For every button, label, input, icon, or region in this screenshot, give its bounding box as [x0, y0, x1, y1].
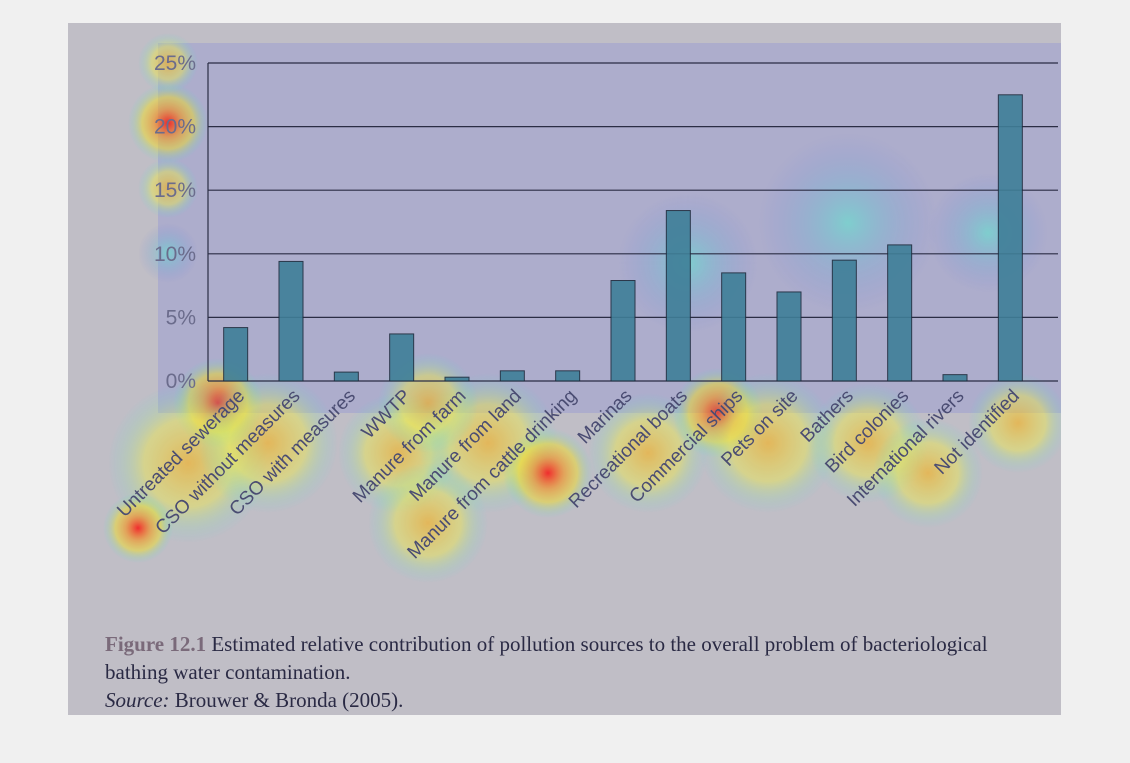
bar: [997, 94, 1023, 382]
bar: [610, 280, 636, 382]
y-tick-label: 0%: [166, 370, 196, 393]
caption-text: Estimated relative contribution of pollu…: [105, 632, 988, 684]
heatmap-blob: [138, 158, 198, 218]
heatmap-blob: [368, 463, 488, 583]
bar: [887, 244, 913, 382]
y-tick-label: 5%: [166, 306, 196, 329]
heatmap-blob: [198, 373, 338, 513]
bar: [665, 210, 691, 382]
bar: [499, 370, 525, 382]
heatmap-blob: [128, 83, 208, 163]
bar: [555, 370, 581, 382]
source-text: Brouwer & Bronda (2005).: [174, 688, 404, 712]
bar: [721, 272, 747, 382]
heatmap-blob: [928, 173, 1048, 293]
y-tick-label: 15%: [154, 179, 196, 202]
y-tick-label: 10%: [154, 243, 196, 266]
figure-caption: Figure 12.1 Estimated relative contribut…: [105, 630, 1045, 714]
heatmap-blob: [138, 33, 198, 93]
heatmap-blob: [138, 223, 198, 283]
y-tick-label: 20%: [154, 116, 196, 139]
heatmap-blob: [503, 428, 593, 518]
heatmap-blob: [103, 493, 173, 563]
bar: [831, 259, 857, 382]
y-tick-label: 25%: [154, 52, 196, 75]
bar: [942, 374, 968, 382]
bar: [776, 291, 802, 382]
bar: [444, 376, 470, 382]
heatmap-blob: [968, 373, 1061, 473]
bar: [333, 371, 359, 382]
source-label: Source:: [105, 688, 170, 712]
heatmap-blob: [698, 373, 838, 513]
bar: [278, 260, 304, 382]
figure-label: Figure 12.1: [105, 632, 207, 656]
figure-frame: 0% 5% 10% 15% 20% 25% Untreated sewerage CSO w…: [68, 23, 1061, 715]
bar: [223, 327, 249, 382]
heatmap-blob: [873, 418, 983, 528]
bar: [389, 333, 415, 382]
